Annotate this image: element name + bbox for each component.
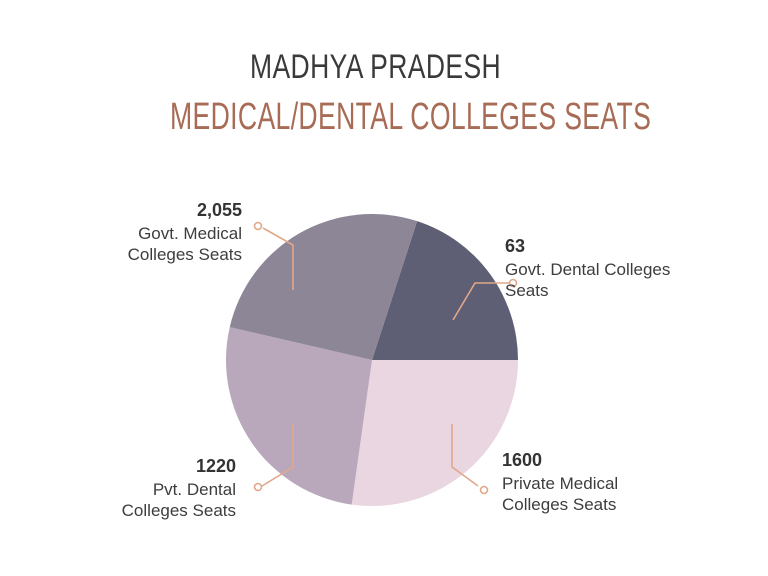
- leader-govt-dental: [452, 282, 513, 321]
- slice-name: Private Medical Colleges Seats: [502, 474, 619, 514]
- leader-govt-medical: [262, 227, 294, 290]
- leader-lines: [253, 221, 518, 495]
- slice-name: Govt. Medical Colleges Seats: [127, 224, 242, 264]
- leader-pvt-dental-dot: [253, 482, 263, 492]
- slice-label-private-medical: 1600 Private Medical Colleges Seats: [502, 450, 652, 515]
- pie-slice-pvt-dental: [225, 327, 372, 505]
- slice-value: 63: [505, 236, 526, 256]
- pie-slice-private-medical: [351, 360, 518, 507]
- chart-subtitle: MEDICAL/DENTAL COLLEGES SEATS: [170, 96, 652, 138]
- slice-value: 2,055: [196, 200, 242, 220]
- slice-label-pvt-dental: 1220 Pvt. Dental Colleges Seats: [80, 456, 236, 521]
- slice-value: 1600: [502, 450, 543, 470]
- leader-private-medical: [451, 424, 479, 487]
- slice-name: Govt. Dental Colleges Seats: [505, 260, 671, 300]
- pie-slice-govt-dental: [372, 221, 518, 360]
- leader-private-medical-dot: [479, 485, 489, 495]
- leader-pvt-dental: [261, 424, 294, 487]
- pie-slices: [225, 214, 518, 507]
- slice-label-govt-dental: 63 Govt. Dental Colleges Seats: [505, 236, 705, 301]
- slice-name: Pvt. Dental Colleges Seats: [121, 480, 236, 520]
- chart-title: MADHYA PRADESH: [250, 48, 502, 86]
- leader-govt-dental-dot: [508, 278, 518, 288]
- leader-govt-medical-dot: [253, 221, 263, 231]
- pie-slice-govt-medical: [229, 214, 418, 360]
- slice-value: 1220: [195, 456, 236, 476]
- slice-label-govt-medical: 2,055 Govt. Medical Colleges Seats: [70, 200, 242, 265]
